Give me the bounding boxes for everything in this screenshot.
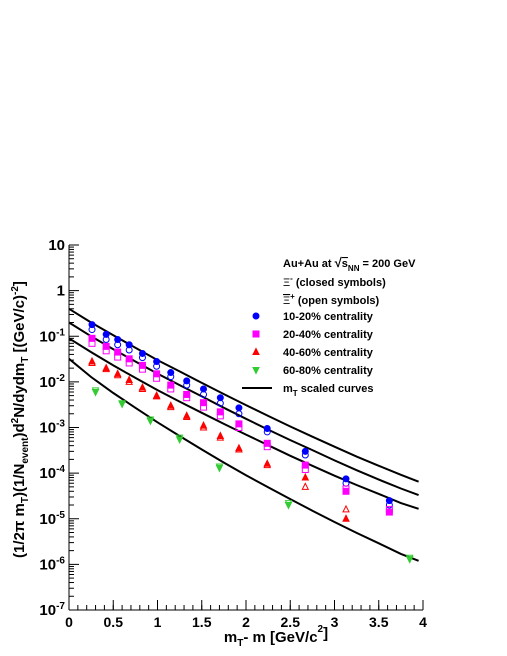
closed-point <box>284 502 293 510</box>
closed-point <box>342 475 350 483</box>
y-tick-label: 10-3 <box>39 419 65 437</box>
closed-point <box>166 401 175 409</box>
legend-xi-minus: Ξ- (closed symbols) <box>283 274 386 289</box>
legend-label-3: 40-60% centrality <box>283 347 374 359</box>
series-3 <box>88 356 350 522</box>
y-tick-label: 10-1 <box>39 327 65 345</box>
closed-point <box>200 385 208 393</box>
closed-point <box>199 420 208 429</box>
closed-point <box>138 382 147 391</box>
series-4 <box>91 387 414 564</box>
closed-point <box>301 447 309 455</box>
y-tick-label: 1 <box>57 283 65 300</box>
x-tick-label: 1 <box>154 614 162 630</box>
x-axis-title: mT- m [GeV/c2] <box>224 624 328 649</box>
x-tick-label: 2 <box>242 614 250 630</box>
closed-point <box>125 375 133 383</box>
legend-marker-1 <box>252 312 260 320</box>
closed-point <box>114 348 122 356</box>
closed-point <box>167 369 175 377</box>
closed-point <box>216 431 225 440</box>
closed-point <box>200 399 208 407</box>
closed-point <box>263 459 272 467</box>
closed-point <box>153 357 161 365</box>
series-1 <box>88 321 393 509</box>
legend-header: Au+Au at √sNN = 200 GeV <box>283 255 416 273</box>
open-point <box>301 482 310 490</box>
x-tick-label: 3.5 <box>369 614 389 630</box>
closed-point <box>405 556 414 564</box>
legend-xi-plus: Ξ+ (open symbols) <box>283 292 380 307</box>
closed-point <box>215 464 224 473</box>
series-2 <box>88 334 393 516</box>
closed-point <box>235 404 243 412</box>
closed-point <box>301 461 309 469</box>
legend-label-1: 10-20% centrality <box>283 311 374 323</box>
closed-point <box>175 436 184 444</box>
x-tick-label: 4 <box>419 614 427 630</box>
legend-curve-label: mT scaled curves <box>283 383 374 398</box>
closed-point <box>88 334 96 342</box>
closed-point <box>183 377 191 385</box>
open-point <box>342 504 350 513</box>
closed-point <box>342 514 350 522</box>
plot-axes: 0 0.5 1 1.5 2 2.5 3 3.5 4 10-7 10-6 10-5 10-4 10-3 10-… <box>39 237 427 630</box>
closed-point <box>113 369 122 377</box>
legend-label-2: 20-40% centrality <box>283 329 374 341</box>
closed-point <box>91 388 100 397</box>
x-tick-label: 3 <box>331 614 339 630</box>
closed-point <box>153 370 161 378</box>
closed-point <box>235 443 243 452</box>
y-tick-label: 10-6 <box>39 555 65 573</box>
closed-point <box>301 472 310 481</box>
closed-point <box>342 487 350 495</box>
closed-point <box>385 497 393 505</box>
y-tick-label: 10-7 <box>39 601 65 619</box>
legend-marker-2 <box>252 330 260 338</box>
data-points <box>88 321 414 564</box>
y-tick-label: 10-2 <box>39 373 65 391</box>
closed-point <box>263 425 271 433</box>
closed-point <box>138 349 146 357</box>
closed-point <box>138 361 146 369</box>
closed-point <box>88 321 96 329</box>
closed-point <box>125 341 133 349</box>
closed-point <box>385 508 393 516</box>
legend-marker-3 <box>252 347 260 355</box>
x-tick-label: 0.5 <box>104 614 124 630</box>
x-tick-label: 1.5 <box>192 614 212 630</box>
closed-point <box>235 420 243 428</box>
closed-point <box>183 390 191 398</box>
mt-curve-4 <box>68 358 419 562</box>
y-tick-label: 10-4 <box>39 464 65 482</box>
closed-point <box>102 330 110 338</box>
axis-titles: mT- m [GeV/c2] (1/2π mT)(1/Nevent)d2N/dyd… <box>10 281 328 649</box>
closed-point <box>125 355 133 363</box>
closed-point <box>182 411 191 419</box>
closed-point <box>146 417 155 426</box>
y-tick-label: 10 <box>48 237 65 254</box>
legend-label-4: 60-80% centrality <box>283 365 374 377</box>
closed-point <box>152 390 161 399</box>
closed-point <box>216 408 224 416</box>
y-axis-title: (1/2π mT)(1/Nevent)d2N/dydmT [(GeV/c)-2] <box>10 281 31 558</box>
closed-point <box>216 394 224 402</box>
x-tick-label: 0 <box>65 614 73 630</box>
legend-marker-4 <box>252 367 260 375</box>
closed-point <box>118 400 126 409</box>
closed-point <box>88 356 96 365</box>
closed-point <box>263 439 271 447</box>
closed-point <box>114 335 122 343</box>
closed-point <box>102 363 110 372</box>
y-tick-label: 10-5 <box>39 510 65 528</box>
x-tick-label: 2.5 <box>281 614 301 630</box>
closed-point <box>102 342 110 350</box>
closed-point <box>167 381 175 389</box>
mt-curve-3 <box>68 337 419 510</box>
